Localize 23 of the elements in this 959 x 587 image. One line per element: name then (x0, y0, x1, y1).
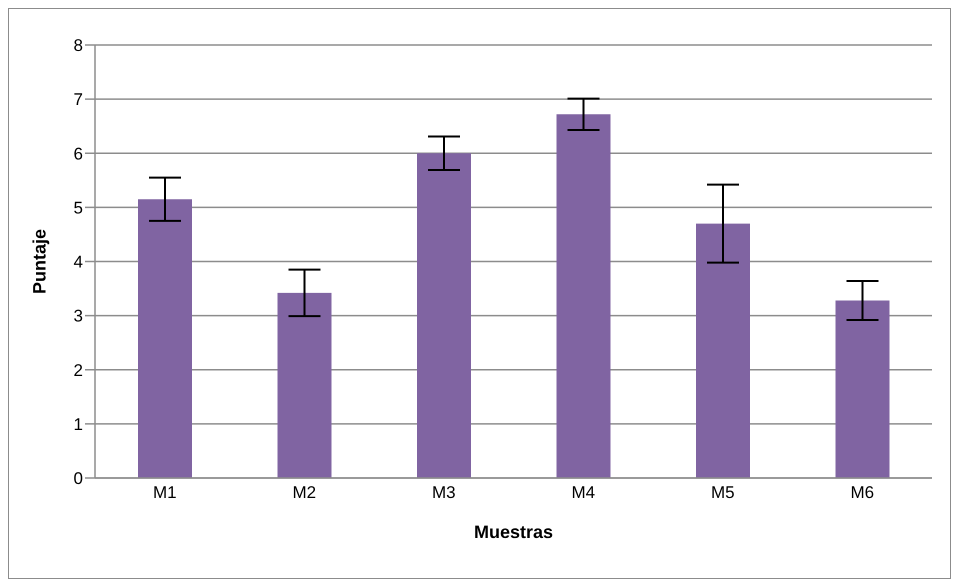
x-tick-label: M6 (850, 483, 874, 502)
y-tick-label: 0 (74, 469, 83, 488)
bar (836, 300, 890, 478)
x-tick-label: M5 (710, 483, 735, 502)
y-tick-label: 7 (74, 90, 83, 110)
y-tick-label: 4 (74, 252, 83, 272)
x-axis-title: Muestras (474, 522, 554, 542)
y-tick-label: 1 (74, 414, 83, 434)
bar (138, 199, 192, 478)
y-tick-label: 6 (74, 144, 83, 164)
y-tick-label: 3 (74, 306, 83, 326)
y-tick-label: 8 (74, 36, 83, 56)
x-tick-label: M4 (571, 483, 596, 502)
bar (278, 292, 332, 478)
x-tick-label: M2 (292, 483, 316, 502)
x-tick-label: M1 (152, 483, 177, 502)
y-tick-label: 5 (74, 198, 83, 218)
bar (696, 224, 750, 478)
y-axis-title: Puntaje (29, 228, 50, 294)
y-tick-label: 2 (74, 360, 83, 380)
bar (417, 153, 471, 478)
x-tick-label: M3 (432, 483, 456, 502)
bar (556, 114, 610, 478)
